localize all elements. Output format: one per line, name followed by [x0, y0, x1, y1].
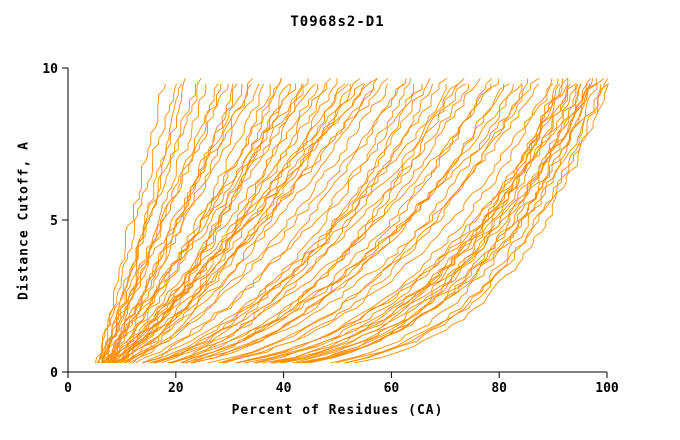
y-tick-label: 10	[42, 62, 58, 77]
y-tick-label: 5	[50, 214, 58, 229]
y-tick-label: 0	[50, 366, 58, 381]
x-axis-label: Percent of Residues (CA)	[231, 403, 444, 418]
tick-labels-group: 0 20 40 60 80 100 0 5 10	[42, 62, 619, 396]
x-tick-label: 0	[64, 381, 72, 396]
x-tick-label: 60	[384, 381, 400, 396]
x-tick-label: 100	[595, 381, 619, 396]
x-tick-label: 80	[491, 381, 507, 396]
chart-title: T0968s2-D1	[290, 14, 385, 30]
curves-group	[94, 77, 609, 364]
x-tick-label: 20	[168, 381, 184, 396]
x-tick-label: 40	[276, 381, 292, 396]
axes-group	[62, 67, 608, 378]
